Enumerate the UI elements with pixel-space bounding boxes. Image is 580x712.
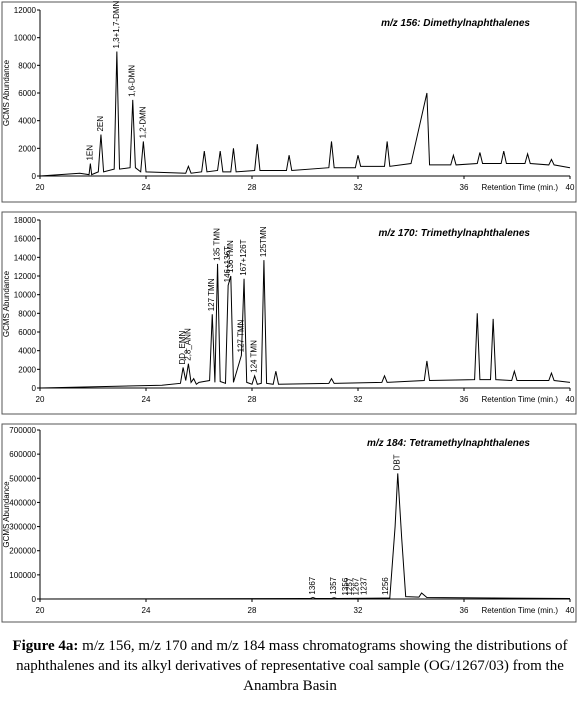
y-tick-label: 2000 xyxy=(18,365,36,374)
x-tick-label: 36 xyxy=(460,395,469,404)
x-axis-label: Retention Time (min.) xyxy=(482,606,559,615)
chromatogram-trace xyxy=(39,260,571,389)
y-tick-label: 0 xyxy=(32,595,37,604)
y-tick-label: 8000 xyxy=(18,309,36,318)
y-axis-label: GCMS Abundance xyxy=(2,270,11,337)
x-tick-label: 36 xyxy=(460,606,469,615)
y-tick-label: 2000 xyxy=(18,144,36,153)
y-tick-label: 16000 xyxy=(14,235,37,244)
y-tick-label: 100000 xyxy=(9,571,36,580)
y-tick-label: 500000 xyxy=(9,474,36,483)
peak-label: 167+126T xyxy=(239,239,248,275)
y-tick-label: 12000 xyxy=(14,6,37,15)
y-tick-label: 8000 xyxy=(18,61,36,70)
x-tick-label: 32 xyxy=(354,183,363,192)
peak-label: 1267 xyxy=(352,577,361,595)
y-tick-label: 10000 xyxy=(14,291,37,300)
y-axis-label: GCMS Abundance xyxy=(2,481,11,548)
y-tick-label: 4000 xyxy=(18,347,36,356)
y-tick-label: 600000 xyxy=(9,450,36,459)
peak-label: DBT xyxy=(393,454,402,470)
peak-label: 1,3+1,7-DMN xyxy=(112,0,121,48)
panel-border xyxy=(1,1,577,203)
peak-label: 2EN xyxy=(96,116,105,132)
x-tick-label: 40 xyxy=(566,183,575,192)
chart-title: m/z 170: Trimethylnaphthalenes xyxy=(378,228,530,239)
x-tick-label: 32 xyxy=(354,395,363,404)
chromatogram-trace xyxy=(39,51,571,177)
y-tick-label: 700000 xyxy=(9,426,36,435)
panel-border xyxy=(1,211,577,415)
y-tick-label: 400000 xyxy=(9,498,36,507)
peak-label: 1,2-DMN xyxy=(138,106,147,138)
peak-label: 1,6-DMN xyxy=(128,65,137,97)
caption-text: m/z 156, m/z 170 and m/z 184 mass chroma… xyxy=(16,638,568,694)
x-tick-label: 32 xyxy=(354,606,363,615)
peak-label: DD_EMN xyxy=(178,330,187,364)
x-tick-label: 24 xyxy=(142,395,151,404)
x-tick-label: 20 xyxy=(36,395,45,404)
y-tick-label: 0 xyxy=(32,172,37,181)
peak-label: 2,8_ANN xyxy=(183,328,192,361)
chart-title: m/z 184: Tetramethylnaphthalenes xyxy=(367,438,530,449)
peak-label: 1256 xyxy=(381,577,390,595)
x-tick-label: 40 xyxy=(566,606,575,615)
peak-label: 1237 xyxy=(360,577,369,595)
x-axis-label: Retention Time (min.) xyxy=(482,183,559,192)
peak-label: 127 TMN xyxy=(207,278,216,311)
y-tick-label: 10000 xyxy=(14,34,37,43)
x-tick-label: 36 xyxy=(460,183,469,192)
x-tick-label: 20 xyxy=(36,606,45,615)
y-axis-label: GCMS Abundance xyxy=(2,59,11,126)
peak-label: 1257 xyxy=(345,577,354,595)
chromatogram-trace xyxy=(39,473,571,600)
y-tick-label: 18000 xyxy=(14,216,37,225)
x-tick-label: 28 xyxy=(248,183,257,192)
x-axis-label: Retention Time (min.) xyxy=(482,395,559,404)
y-tick-label: 12000 xyxy=(14,272,37,281)
y-tick-label: 300000 xyxy=(9,523,36,532)
x-tick-label: 24 xyxy=(142,183,151,192)
peak-label: 1357 xyxy=(329,576,338,594)
y-tick-label: 0 xyxy=(32,384,37,393)
caption: Figure 4a: m/z 156, m/z 170 and m/z 184 … xyxy=(0,636,580,696)
peak-label: 135 TMN xyxy=(213,228,222,261)
chart-title: m/z 156: Dimethylnaphthalenes xyxy=(381,18,530,29)
x-tick-label: 24 xyxy=(142,606,151,615)
y-tick-label: 14000 xyxy=(14,253,37,262)
y-tick-label: 200000 xyxy=(9,547,36,556)
peak-label: 124 TMN xyxy=(250,340,259,373)
x-tick-label: 40 xyxy=(566,395,575,404)
x-tick-label: 28 xyxy=(248,606,257,615)
peak-label: 127 TMN xyxy=(236,319,245,352)
panel-border xyxy=(1,423,577,623)
peak-label: 1EN xyxy=(85,145,94,161)
y-tick-label: 6000 xyxy=(18,89,36,98)
caption-label: Figure 4a: xyxy=(12,638,79,654)
peak-label: 146+136T xyxy=(223,246,232,282)
y-tick-label: 6000 xyxy=(18,328,36,337)
peak-label: 1356 xyxy=(341,577,350,595)
y-tick-label: 4000 xyxy=(18,117,36,126)
x-tick-label: 28 xyxy=(248,395,257,404)
peak-label: 125TMN xyxy=(259,226,268,257)
peak-label: 136 TMN xyxy=(226,240,235,273)
peak-label: 1367 xyxy=(308,576,317,594)
x-tick-label: 20 xyxy=(36,183,45,192)
